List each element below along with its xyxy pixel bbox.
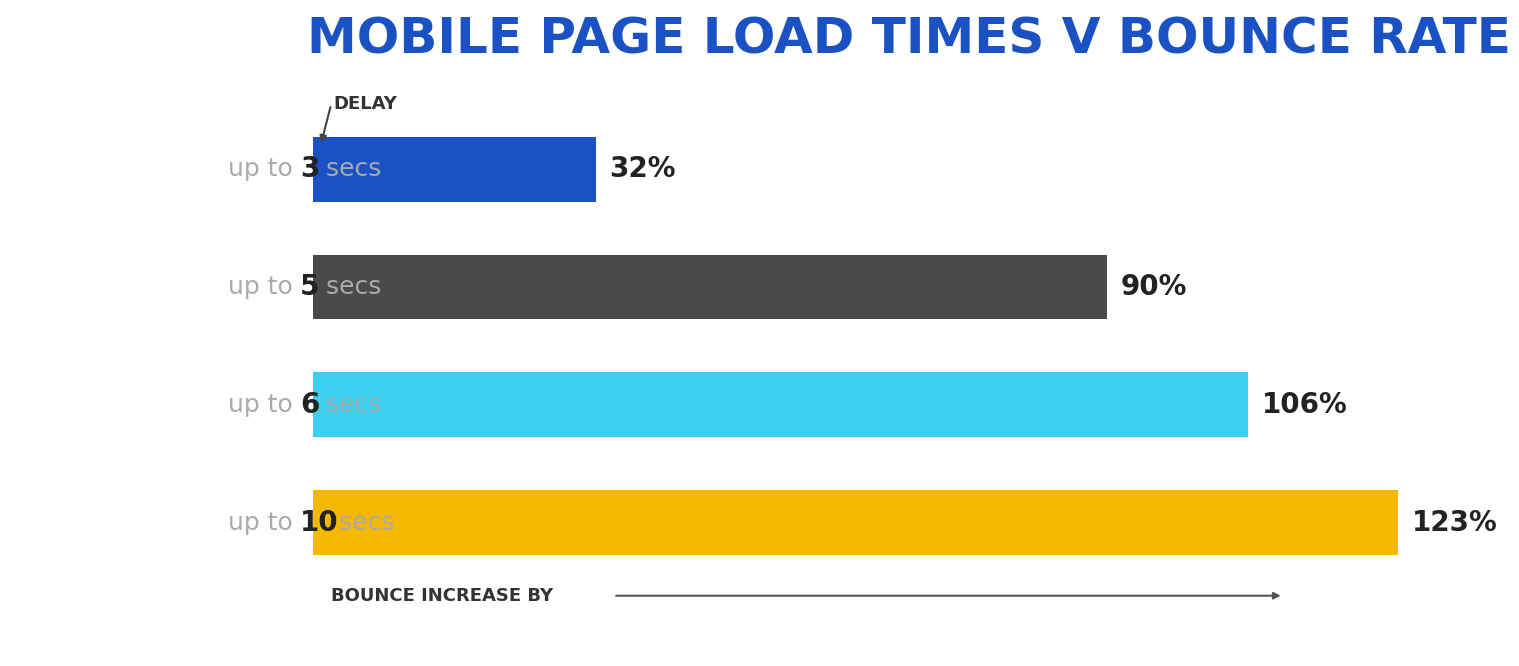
Text: up to: up to — [228, 157, 301, 181]
Text: 10: 10 — [301, 509, 339, 537]
Title: MOBILE PAGE LOAD TIMES V BOUNCE RATE: MOBILE PAGE LOAD TIMES V BOUNCE RATE — [307, 15, 1511, 63]
Text: 90%: 90% — [1121, 273, 1186, 301]
Text: up to: up to — [228, 393, 301, 417]
Text: 5: 5 — [301, 273, 321, 301]
Text: BOUNCE INCREASE BY: BOUNCE INCREASE BY — [331, 587, 553, 605]
Bar — [313, 490, 1397, 555]
Bar — [313, 137, 595, 202]
Text: secs: secs — [317, 275, 381, 299]
Bar — [313, 254, 1107, 320]
Text: secs: secs — [317, 393, 381, 417]
Text: 123%: 123% — [1411, 509, 1498, 537]
Text: up to: up to — [228, 275, 301, 299]
Text: 6: 6 — [301, 391, 319, 419]
Text: secs: secs — [317, 157, 381, 181]
Text: 3: 3 — [301, 155, 319, 183]
Text: 106%: 106% — [1261, 391, 1347, 419]
Text: up to: up to — [228, 511, 301, 535]
Text: 32%: 32% — [609, 155, 676, 183]
Text: secs: secs — [331, 511, 395, 535]
Bar — [313, 372, 1249, 438]
Text: DELAY: DELAY — [333, 95, 396, 113]
